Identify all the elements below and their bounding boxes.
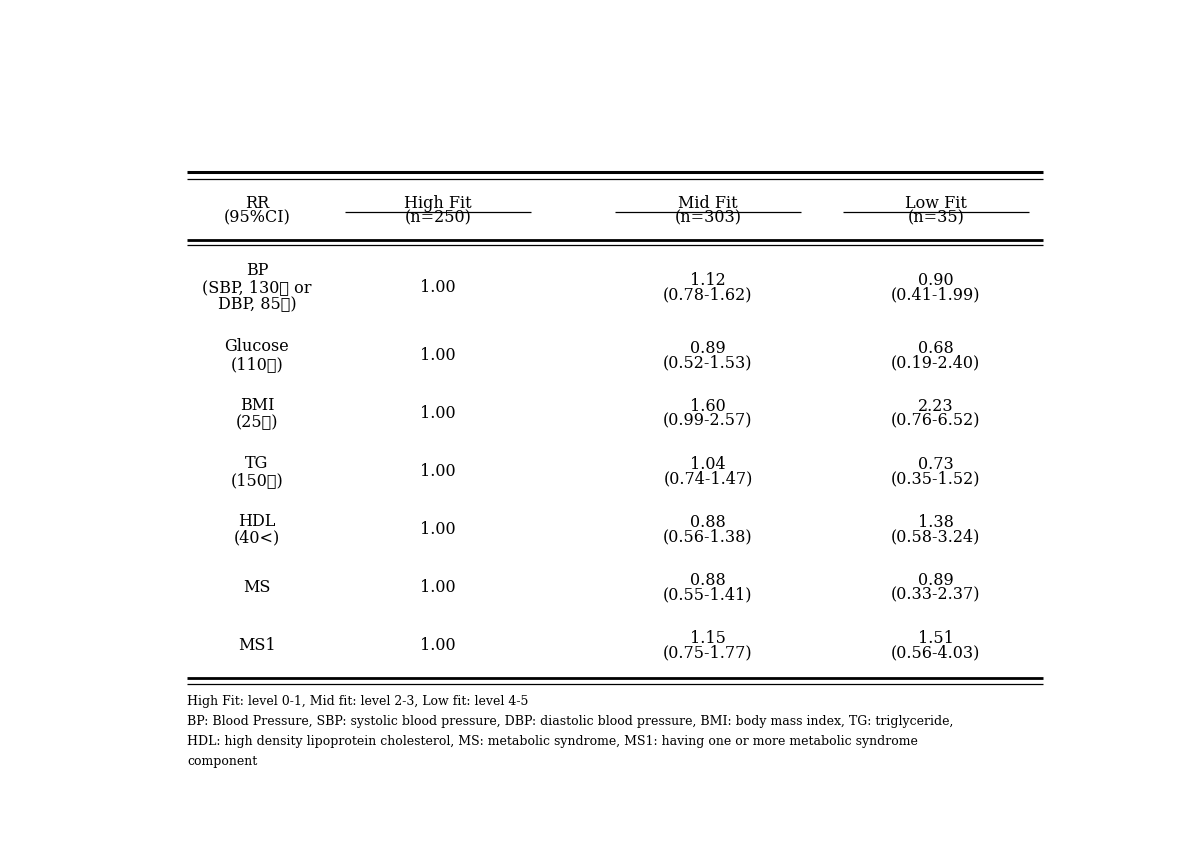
Text: 0.89: 0.89	[918, 572, 954, 589]
Text: 0.68: 0.68	[918, 340, 954, 357]
Text: 1.00: 1.00	[420, 279, 456, 297]
Text: (0.52-1.53): (0.52-1.53)	[664, 354, 752, 371]
Text: (0.56-1.38): (0.56-1.38)	[664, 529, 752, 546]
Text: BMI: BMI	[240, 397, 274, 414]
Text: 0.90: 0.90	[918, 272, 954, 289]
Text: (95%CI): (95%CI)	[223, 210, 290, 227]
Text: 1.60: 1.60	[690, 398, 726, 415]
Text: 1.00: 1.00	[420, 579, 456, 596]
Text: (0.35-1.52): (0.35-1.52)	[892, 470, 980, 488]
Text: HDL: HDL	[239, 512, 276, 530]
Text: 1.04: 1.04	[690, 456, 726, 473]
Text: (n=35): (n=35)	[907, 210, 965, 227]
Text: BP: BP	[246, 262, 269, 279]
Text: High Fit: High Fit	[404, 195, 472, 213]
Text: HDL: high density lipoprotein cholesterol, MS: metabolic syndrome, MS1: having o: HDL: high density lipoprotein cholestero…	[187, 735, 918, 748]
Text: 1.51: 1.51	[918, 630, 954, 647]
Text: 1.15: 1.15	[690, 630, 726, 647]
Text: TG: TG	[245, 455, 269, 471]
Text: (0.41-1.99): (0.41-1.99)	[892, 286, 980, 303]
Text: 0.88: 0.88	[690, 572, 726, 589]
Text: RR: RR	[245, 195, 269, 213]
Text: (110≧): (110≧)	[230, 356, 283, 373]
Text: 1.00: 1.00	[420, 638, 456, 655]
Text: (40<): (40<)	[234, 530, 280, 547]
Text: (0.78-1.62): (0.78-1.62)	[664, 286, 752, 303]
Text: (0.58-3.24): (0.58-3.24)	[892, 529, 980, 546]
Text: 1.00: 1.00	[420, 405, 456, 423]
Text: 1.00: 1.00	[420, 464, 456, 480]
Text: component: component	[187, 755, 258, 768]
Text: (0.75-1.77): (0.75-1.77)	[664, 644, 752, 662]
Text: 1.00: 1.00	[420, 347, 456, 364]
Text: MS1: MS1	[238, 638, 276, 655]
Text: (0.19-2.40): (0.19-2.40)	[892, 354, 980, 371]
Text: (150≧): (150≧)	[230, 472, 283, 488]
Text: (SBP, 130≧ or: (SBP, 130≧ or	[202, 279, 312, 297]
Text: (0.33-2.37): (0.33-2.37)	[892, 587, 980, 603]
Text: (0.74-1.47): (0.74-1.47)	[664, 470, 752, 488]
Text: DBP, 85≧): DBP, 85≧)	[217, 297, 296, 314]
Text: High Fit: level 0-1, Mid fit: level 2-3, Low fit: level 4-5: High Fit: level 0-1, Mid fit: level 2-3,…	[187, 695, 528, 709]
Text: 1.00: 1.00	[420, 521, 456, 538]
Text: MS: MS	[244, 579, 271, 596]
Text: 2.23: 2.23	[918, 398, 954, 415]
Text: (n=250): (n=250)	[404, 210, 472, 227]
Text: (0.76-6.52): (0.76-6.52)	[892, 412, 980, 429]
Text: Mid Fit: Mid Fit	[678, 195, 738, 213]
Text: (0.55-1.41): (0.55-1.41)	[664, 587, 752, 603]
Text: Low Fit: Low Fit	[905, 195, 967, 213]
Text: BP: Blood Pressure, SBP: systolic blood pressure, DBP: diastolic blood pressure,: BP: Blood Pressure, SBP: systolic blood …	[187, 716, 954, 728]
Text: 1.12: 1.12	[690, 272, 726, 289]
Text: (0.99-2.57): (0.99-2.57)	[664, 412, 752, 429]
Text: 1.38: 1.38	[918, 514, 954, 531]
Text: (25≧): (25≧)	[235, 414, 278, 431]
Text: 0.73: 0.73	[918, 456, 954, 473]
Text: (0.56-4.03): (0.56-4.03)	[892, 644, 980, 662]
Text: 0.88: 0.88	[690, 514, 726, 531]
Text: Glucose: Glucose	[224, 339, 289, 356]
Text: 0.89: 0.89	[690, 340, 726, 357]
Text: (n=303): (n=303)	[674, 210, 742, 227]
